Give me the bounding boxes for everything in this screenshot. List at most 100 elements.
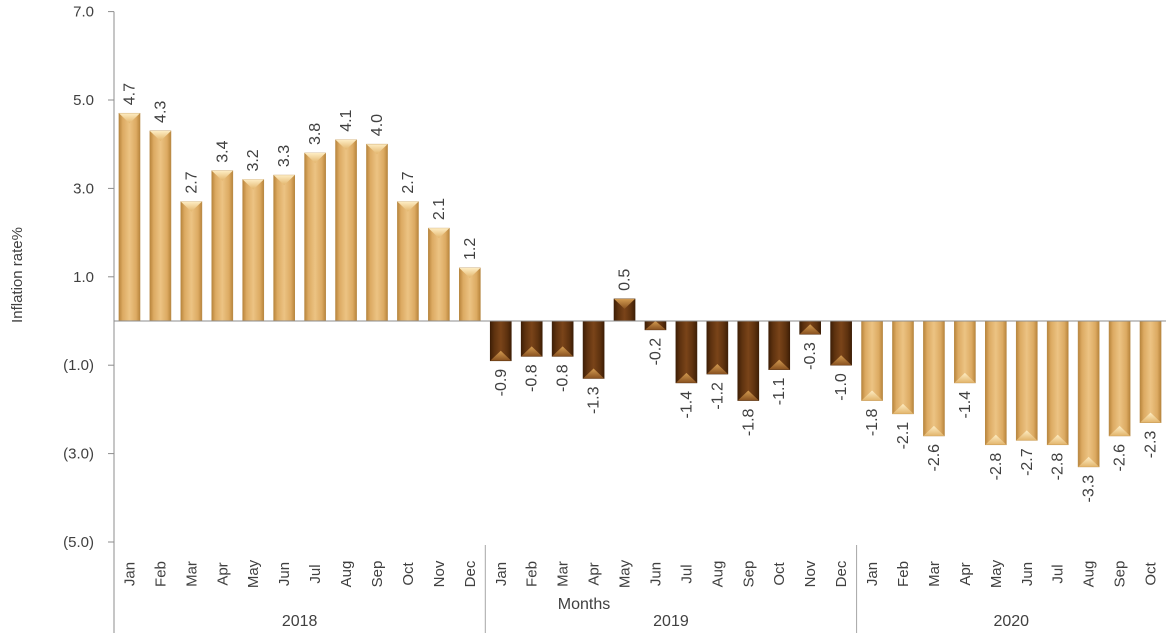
- value-label: 1.2: [462, 238, 479, 260]
- bar-2020-jun: [1015, 320, 1038, 441]
- y-tick-label: (1.0): [63, 357, 94, 374]
- bar-bevel: [1109, 425, 1131, 436]
- month-label: Sep: [1112, 561, 1129, 588]
- bar-2018-mar: [180, 201, 203, 322]
- month-label: Oct: [400, 562, 417, 586]
- value-label: -2.6: [1112, 444, 1129, 472]
- value-label: 4.0: [369, 114, 386, 136]
- month-label: Jun: [276, 562, 293, 586]
- bar-bevel: [149, 130, 171, 141]
- y-tick-label: 7.0: [73, 4, 94, 21]
- y-axis: 7.0 5.0 3.0 1.0 (1.0) (3.0) (5.0): [63, 4, 115, 633]
- value-label: 2.1: [431, 198, 448, 220]
- value-label: -0.8: [555, 364, 572, 392]
- month-label: Feb: [524, 561, 541, 587]
- month-label: Mar: [926, 561, 943, 587]
- month-label: Aug: [1081, 561, 1098, 588]
- bar-bevel: [273, 175, 295, 186]
- bar-2018-feb: [149, 130, 172, 322]
- value-label: -0.3: [802, 342, 819, 370]
- month-label: Mar: [183, 561, 200, 587]
- bar-2019-sep: [737, 320, 760, 401]
- value-label: -0.2: [647, 338, 664, 366]
- bar-bevel: [428, 228, 450, 239]
- month-label: May: [988, 559, 1005, 588]
- value-label: 4.7: [121, 83, 138, 105]
- bar-bevel: [180, 201, 202, 212]
- bar-bevel: [923, 425, 945, 436]
- value-label: 2.7: [183, 171, 200, 193]
- bar-bevel: [675, 372, 697, 383]
- bar-bevel: [335, 139, 357, 150]
- year-label-2018: 2018: [282, 613, 318, 630]
- y-tick-label: 3.0: [73, 180, 94, 197]
- value-label: 2.7: [400, 171, 417, 193]
- value-label: -3.3: [1081, 475, 1098, 503]
- value-label: -1.1: [771, 378, 788, 406]
- bar-bevel: [552, 346, 574, 357]
- bar-bevel: [1016, 430, 1038, 441]
- value-label: 4.3: [152, 101, 169, 123]
- value-label: -1.8: [864, 408, 881, 436]
- bar-2020-feb: [892, 320, 914, 415]
- month-label: Dec: [833, 560, 850, 587]
- bar-2018-jul: [304, 152, 326, 322]
- value-label: -1.3: [586, 386, 603, 414]
- bar-bevel: [644, 321, 666, 330]
- month-label: Sep: [740, 561, 757, 588]
- bar-bevel: [366, 144, 388, 155]
- bar-bevel: [211, 170, 233, 181]
- value-label: -2.8: [988, 453, 1005, 481]
- month-label: Jan: [121, 562, 138, 586]
- bar-bevel: [706, 364, 728, 375]
- y-axis-label: Inflation rate%: [9, 227, 26, 323]
- month-label: Jul: [678, 564, 695, 583]
- month-label: Dec: [462, 560, 479, 587]
- value-label: -1.4: [957, 391, 974, 419]
- value-label: -1.0: [833, 373, 850, 401]
- y-tick-label: (3.0): [63, 446, 94, 463]
- bar-bevel: [490, 350, 512, 361]
- bar-bevel: [737, 390, 759, 401]
- value-labels: 4.7 4.3 2.7 3.4 3.2 3.3 3.8 4.1 4.0 2.7 2.1 1.2 -0.9…: [121, 83, 1159, 503]
- value-label: -1.2: [709, 382, 726, 410]
- value-label: -2.7: [1019, 448, 1036, 476]
- bar-bevel: [1078, 456, 1100, 467]
- month-label: May: [245, 559, 262, 588]
- year-label-2020: 2020: [993, 613, 1029, 630]
- bar-2018-oct: [397, 201, 419, 322]
- bar-2018-nov: [428, 227, 450, 322]
- bar-bevel: [242, 179, 264, 190]
- month-label: Feb: [895, 561, 912, 587]
- month-label: Mar: [555, 561, 572, 587]
- value-label: 4.1: [338, 109, 355, 131]
- value-label: -2.6: [926, 444, 943, 472]
- value-label: -1.4: [678, 391, 695, 419]
- bar-bevel: [397, 201, 419, 212]
- bar-bevel: [768, 359, 790, 370]
- month-label: Jun: [1019, 562, 1036, 586]
- month-label: Jun: [647, 562, 664, 586]
- bar-bevel: [954, 372, 976, 383]
- value-label: 3.2: [245, 149, 262, 171]
- bar-2018-sep: [366, 143, 388, 322]
- value-label: -0.8: [524, 364, 541, 392]
- year-label-2019: 2019: [653, 613, 689, 630]
- bar-bevel: [304, 153, 326, 164]
- bar-2020-aug: [1077, 320, 1100, 468]
- bar-bevel: [583, 368, 605, 379]
- bar-2020-jul: [1046, 320, 1069, 446]
- value-label: -0.9: [493, 369, 510, 397]
- bar-bevel: [861, 390, 883, 401]
- value-label: 3.3: [276, 145, 293, 167]
- month-label: Aug: [338, 561, 355, 588]
- value-label: -2.3: [1143, 431, 1160, 459]
- bar-bevel: [892, 403, 914, 414]
- month-label: Oct: [1143, 562, 1160, 586]
- bar-2018-aug: [335, 139, 357, 322]
- bar-2020-sep: [1108, 320, 1131, 437]
- value-label: -2.8: [1050, 453, 1067, 481]
- bar-2020-oct: [1139, 320, 1162, 423]
- y-tick-label: 5.0: [73, 92, 94, 109]
